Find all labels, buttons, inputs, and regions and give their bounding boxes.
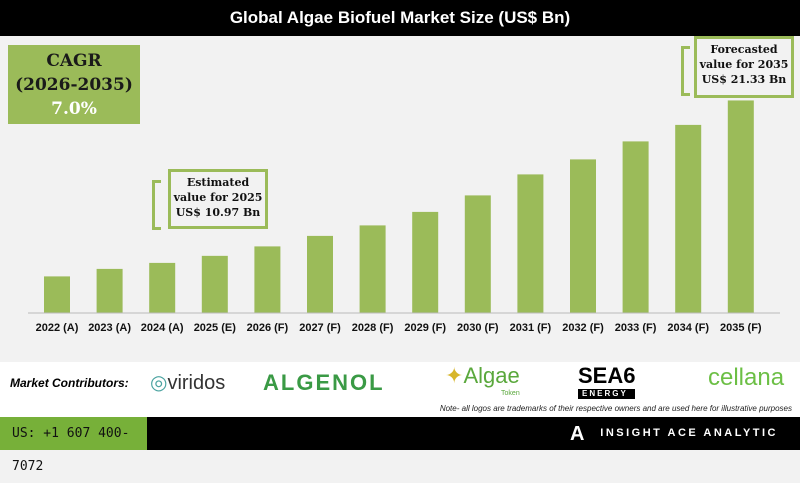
callout-line: value for 2025 [173, 191, 263, 204]
algae-text: Algae [463, 363, 520, 388]
footer: US: +1 607 400-7072 A INSIGHT ACE ANALYT… [0, 417, 800, 474]
viridos-text: viridos [167, 372, 226, 394]
x-tick-label: 2034 (F) [667, 322, 709, 334]
cagr-box: CAGR (2026-2035) 7.0% [8, 45, 140, 124]
bar-chart: 2022 (A) 2023 (A) 2024 (A) 2025 (E) 2026 (F)… [28, 100, 780, 334]
logo-sea6-energy: SEA6 ENERGY [578, 363, 636, 399]
logo-cellana: cellana [708, 364, 785, 391]
bar-2025 (E) [201, 255, 228, 313]
x-tick-label: 2023 (A) [88, 322, 131, 334]
energy-text: ENERGY [578, 389, 636, 399]
viridos-ring-icon: ◎ [150, 372, 168, 394]
cagr-label: CAGR [46, 51, 102, 71]
token-text: Token [501, 390, 520, 397]
x-tick-label: 2035 (F) [720, 322, 762, 334]
bar-2023 (A) [96, 268, 123, 313]
phone-number[interactable]: US: +1 607 400-7072 [0, 417, 147, 474]
chart-title: Global Algae Biofuel Market Size (US$ Bn… [0, 0, 800, 36]
bar-2030 (F) [464, 195, 491, 313]
x-tick-label: 2033 (F) [615, 322, 657, 334]
x-tick-label: 2027 (F) [299, 322, 341, 334]
x-tick-label: 2032 (F) [562, 322, 604, 334]
x-tick-label: 2029 (F) [404, 322, 446, 334]
bar-2024 (A) [149, 262, 176, 313]
market-contributors: Market Contributors: ◎viridos ALGENOL ✦A… [0, 362, 800, 417]
brand-logo-icon: A [570, 423, 585, 445]
logo-viridos: ◎viridos [150, 370, 225, 396]
x-tick-label: 2025 (E) [194, 322, 237, 334]
x-tick-label: 2031 (F) [510, 322, 552, 334]
x-tick-label: 2026 (F) [247, 322, 289, 334]
x-tick-label: 2024 (A) [141, 322, 184, 334]
callout-estimated: Estimated value for 2025 US$ 10.97 Bn [168, 169, 268, 229]
bar-2022 (A) [44, 276, 70, 313]
brand-name: INSIGHT ACE ANALYTIC [600, 427, 778, 439]
x-tick-label: 2022 (A) [36, 322, 79, 334]
callout-line: US$ 10.97 Bn [175, 206, 261, 219]
bar-2031 (F) [517, 174, 544, 313]
bar-2026 (F) [254, 246, 281, 313]
cagr-value: 7.0% [51, 99, 97, 119]
callout-line: US$ 21.33 Bn [701, 73, 787, 86]
x-tick-label: 2030 (F) [457, 322, 499, 334]
callout-line: Estimated [186, 176, 250, 189]
algae-leaf-icon: ✦ [445, 363, 464, 388]
bar-2035 (F) [727, 100, 754, 313]
logo-algenol: ALGENOL [263, 370, 385, 395]
bar-2033 (F) [622, 141, 649, 313]
bar-2032 (F) [570, 159, 596, 313]
contributors-label: Market Contributors: [10, 376, 129, 390]
callout-line: value for 2035 [699, 58, 789, 71]
callout-bracket [152, 180, 161, 230]
bar-2029 (F) [412, 211, 439, 313]
callout-line: Forecasted [710, 43, 778, 56]
callout-forecasted: Forecasted value for 2035 US$ 21.33 Bn [694, 36, 794, 98]
trademark-note: Note- all logos are trademarks of their … [439, 404, 792, 413]
x-tick-label: 2028 (F) [352, 322, 394, 334]
logo-algae-token: ✦Algae Token [445, 363, 520, 399]
cagr-period: (2026-2035) [15, 75, 133, 95]
bar-2028 (F) [359, 225, 386, 313]
sea6-text: SEA6 [578, 363, 636, 388]
bar-2034 (F) [675, 124, 702, 314]
callout-bracket [681, 46, 690, 96]
bar-2027 (F) [307, 235, 333, 313]
